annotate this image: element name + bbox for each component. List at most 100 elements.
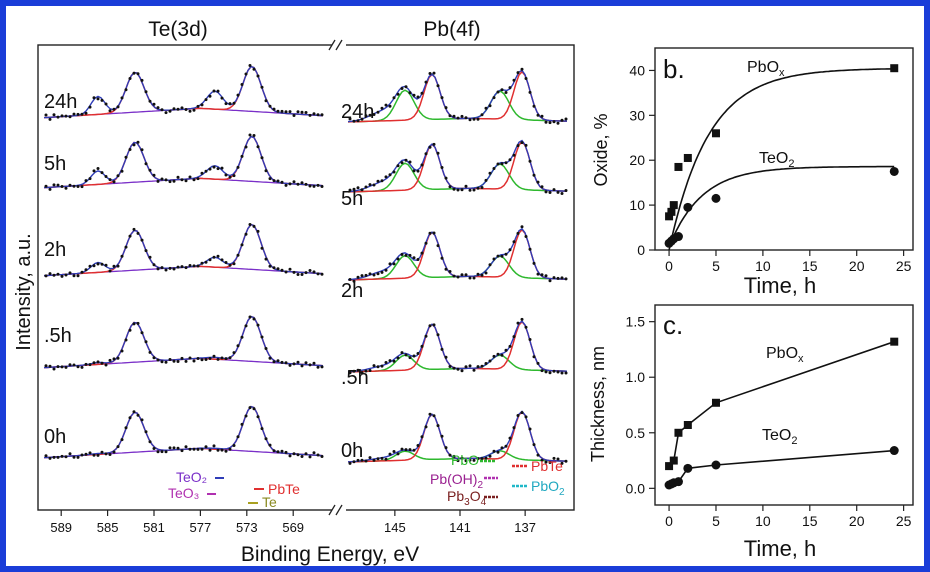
xps-data-point xyxy=(116,264,120,268)
xps-data-point xyxy=(368,272,372,276)
xps-data-point xyxy=(388,452,392,456)
xps-data-point xyxy=(460,188,464,192)
xps-data-point xyxy=(72,274,76,278)
xps-data-point xyxy=(368,456,372,460)
xps-data-point xyxy=(552,276,556,280)
xps-data-point xyxy=(184,179,188,183)
xps-trace-24h: 24h 24h xyxy=(43,64,568,125)
xps-data-point xyxy=(508,86,512,90)
xps-data-point xyxy=(416,352,420,355)
xps-data-point xyxy=(548,461,552,464)
xps-data-point xyxy=(484,271,488,275)
xps-data-point xyxy=(104,175,108,178)
xps-data-point xyxy=(104,263,108,267)
x-tick-label: 15 xyxy=(802,513,818,529)
xps-data-point xyxy=(144,340,148,344)
xps-trace-label-right: 5h xyxy=(341,188,363,210)
xps-data-point xyxy=(452,366,456,370)
xps-data-point xyxy=(400,447,404,451)
xps-data-point xyxy=(488,171,492,175)
xps-data-point xyxy=(504,252,508,256)
xps-data-point xyxy=(456,275,460,279)
xps-data-point xyxy=(544,190,548,194)
xps-data-point xyxy=(508,344,512,348)
xps-data-point xyxy=(132,227,136,231)
x-tick-label: 20 xyxy=(849,258,865,274)
xps-data-point xyxy=(500,353,504,357)
xps-data-point xyxy=(544,120,548,124)
xps-data-point xyxy=(68,363,72,367)
xps-envelope-line xyxy=(347,410,568,463)
xps-data-point xyxy=(208,94,212,98)
xps-data-point xyxy=(128,234,132,238)
xps-data-point xyxy=(88,363,92,367)
xps-data-point xyxy=(276,179,280,183)
xps-data-point xyxy=(64,455,68,459)
xps-data-point xyxy=(236,93,240,97)
xps-data-point xyxy=(260,156,264,160)
xps-data-point xyxy=(204,445,208,449)
xps-data-point xyxy=(472,117,476,121)
x-tick-label: 10 xyxy=(755,258,771,274)
xps-trace-label-right: .5h xyxy=(341,367,369,389)
xps-data-point xyxy=(396,452,400,456)
xps-data-point xyxy=(160,108,164,112)
xps-data-point xyxy=(164,178,168,182)
data-point-pbox xyxy=(683,153,692,162)
xps-data-point xyxy=(224,102,228,106)
legend-te-label: Te xyxy=(262,494,277,510)
xps-data-point xyxy=(564,117,568,121)
xps-data-point xyxy=(168,180,172,184)
xps-data-point xyxy=(464,459,468,463)
xps-data-point xyxy=(232,101,236,105)
xps-data-point xyxy=(216,357,220,361)
xps-data-point xyxy=(184,266,188,270)
xps-data-point xyxy=(496,254,500,258)
panel-c: c. Thickness, nm Time, h 0 5 10 15 20 25 0.0 0.… xyxy=(588,304,914,561)
xps-data-point xyxy=(140,331,144,335)
data-point-pbox xyxy=(674,162,683,171)
fit-curve-pbox xyxy=(668,68,895,251)
data-point-teo2 xyxy=(711,193,721,203)
xps-data-point xyxy=(440,166,444,169)
x-tick-label: 5 xyxy=(712,258,720,274)
xps-data-point xyxy=(428,231,432,235)
xps-data-point xyxy=(428,324,432,328)
xps-data-point xyxy=(176,360,180,363)
xps-data-point xyxy=(496,90,500,94)
xps-data-point xyxy=(384,103,388,107)
xps-data-point xyxy=(476,186,480,190)
panel-b-label-pbox: PbOx xyxy=(747,59,785,79)
xps-data-point xyxy=(188,447,192,451)
xps-x-axis-label: Binding Energy, eV xyxy=(241,543,419,566)
xps-data-point xyxy=(288,267,292,271)
xps-data-point xyxy=(52,113,56,117)
xps-left-tick-label: 577 xyxy=(190,520,212,535)
xps-data-point xyxy=(532,261,536,265)
xps-data-point xyxy=(476,272,480,276)
xps-data-point xyxy=(244,232,248,236)
panel-c-label-pbox: PbOx xyxy=(766,345,804,365)
xps-data-point xyxy=(148,99,152,103)
panel-b-data xyxy=(664,64,899,251)
data-point-pbox xyxy=(683,421,692,429)
panel-c-letter: c. xyxy=(663,310,683,340)
xps-data-point xyxy=(460,273,464,277)
xps-data-point xyxy=(228,447,232,451)
xps-data-point xyxy=(436,424,440,428)
xps-data-point xyxy=(456,367,460,371)
xps-data-point xyxy=(200,447,204,451)
xps-data-point xyxy=(112,180,116,184)
xps-data-point xyxy=(420,91,424,95)
xps-data-point xyxy=(560,118,564,122)
xps-data-point xyxy=(528,159,532,163)
xps-data-point xyxy=(120,169,124,173)
xps-data-point xyxy=(348,371,352,375)
data-point-pbox xyxy=(711,129,720,138)
xps-data-point xyxy=(360,458,364,462)
xps-data-point xyxy=(392,262,396,266)
xps-data-point xyxy=(496,162,500,166)
xps-data-point xyxy=(152,102,156,106)
xps-data-point xyxy=(312,112,316,116)
